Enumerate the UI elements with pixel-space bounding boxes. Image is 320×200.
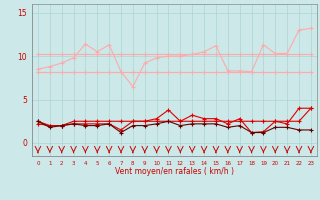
X-axis label: Vent moyen/en rafales ( km/h ): Vent moyen/en rafales ( km/h ) [115,167,234,176]
